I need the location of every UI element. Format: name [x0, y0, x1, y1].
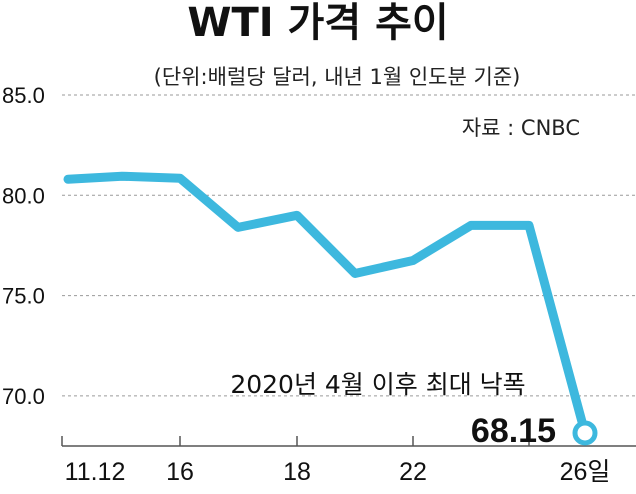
grid-lines [62, 94, 636, 397]
series-line [63, 171, 590, 438]
data-point [468, 222, 474, 229]
chart-subtitle: (단위:배럴당 달러, 내년 1월 인도분 기준) [154, 65, 521, 89]
drop-annotation: 2020년 4월 이후 최대 낙폭 [230, 370, 525, 399]
x-tick-label: 11.12 [65, 458, 126, 486]
y-axis-ticks: 85.0 80.0 75.0 70.0 [2, 83, 45, 409]
x-tick-label: 16 [166, 458, 194, 486]
y-tick-label: 85.0 [2, 83, 45, 108]
y-tick-label: 80.0 [2, 183, 45, 208]
end-point-marker [572, 420, 598, 446]
data-point [526, 222, 532, 229]
chart-title: WTI 가격 추이 [187, 0, 448, 46]
data-point [65, 176, 71, 183]
data-point [294, 212, 300, 219]
x-tick-label: 22 [399, 458, 427, 486]
y-tick-label: 75.0 [2, 284, 45, 309]
end-value-label: 68.15 [471, 412, 556, 450]
series-layer [63, 171, 598, 446]
chart-source: 자료 : CNBC [462, 116, 580, 140]
data-point [352, 270, 358, 277]
x-tick-label: 26일 [560, 458, 611, 486]
data-point [177, 175, 183, 182]
y-tick-label: 70.0 [2, 384, 45, 409]
data-point [410, 257, 416, 264]
data-point [119, 173, 125, 180]
x-axis-ticks: 11.12 16 18 22 26일 [61, 436, 611, 486]
data-point [235, 224, 241, 231]
x-tick-label: 18 [283, 458, 311, 486]
